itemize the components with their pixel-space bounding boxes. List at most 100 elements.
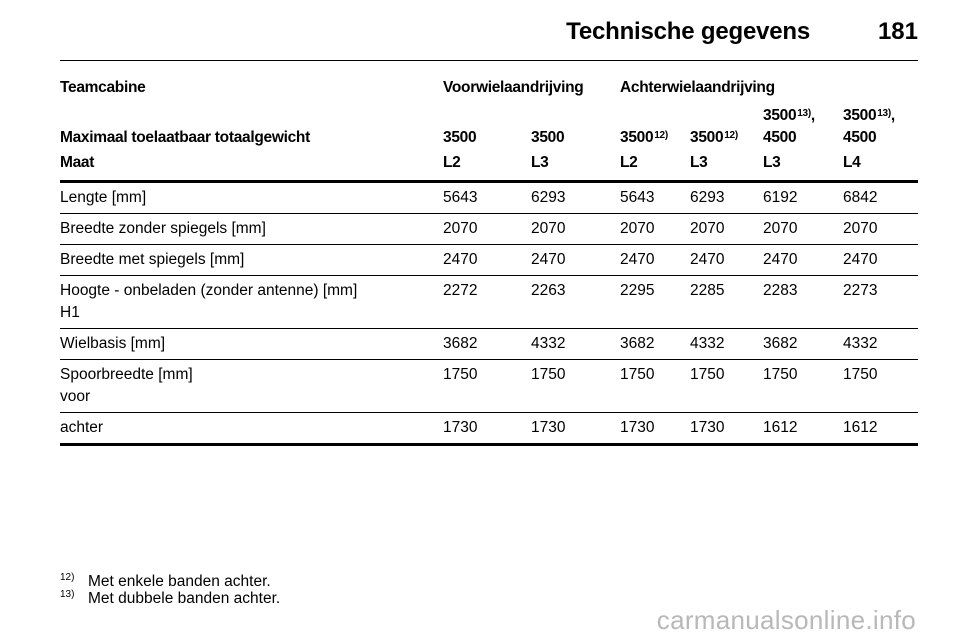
weight-value-line: 350012) (690, 127, 763, 149)
weight-separator: , (810, 107, 815, 124)
footnotes: 12) Met enkele banden achter. 13) Met dubbe… (60, 572, 281, 607)
size-value: L2 (443, 149, 531, 183)
row-label: Lengte [mm] (60, 189, 147, 206)
table-cell: 1750 (620, 359, 690, 413)
footnote-number: 13) (60, 589, 75, 600)
row-label: Breedte zonder spiegels [mm] (60, 220, 266, 237)
table-cell: 2273 (843, 275, 919, 329)
size-value: L4 (843, 149, 919, 183)
table-cell: 3682 (620, 328, 690, 360)
weight-value-line: 3500 (531, 127, 620, 149)
watermark: carmanualsonline.info (656, 605, 916, 635)
table-cell: 2470 (531, 244, 620, 276)
table-cell: 2295 (620, 275, 690, 329)
table-cell: 6293 (531, 181, 620, 214)
weight-label: Maximaal toelaatbaar totaalgewicht (60, 129, 310, 146)
table-cell: 1750 (843, 359, 919, 413)
row-label: Spoorbreedte [mm] (60, 366, 193, 383)
table-cell: 2070 (843, 213, 919, 245)
table-cell: 4332 (843, 328, 919, 360)
weight-number: 3500 (531, 129, 565, 146)
row-label-cell: Breedte met spiegels [mm] (60, 244, 443, 276)
table-cell: 6192 (763, 181, 843, 214)
footnote-text: Met enkele banden achter. (88, 573, 271, 590)
weight-value-line: 3500 (443, 127, 531, 149)
table-row: achter 1730 1730 1730 1730 1612 1612 (60, 412, 919, 446)
drive-type-header-row: Teamcabine Voorwielaandrijving Achterwie… (60, 72, 918, 105)
row-sublabel: voor (60, 388, 91, 405)
weight-number: 3500 (763, 107, 797, 124)
weight-value: 350013), 4500 (763, 105, 843, 149)
table-cell: 2285 (690, 275, 763, 329)
weight-header-row: Maximaal toelaatbaar totaalgewicht 3500 3… (60, 105, 918, 149)
table-cell: 5643 (620, 181, 690, 214)
table-cell: 2070 (620, 213, 690, 245)
footnote-ref: 13) (797, 108, 811, 119)
weight-number: 3500 (443, 129, 477, 146)
specs-table-body: Lengte [mm] 5643 6293 5643 6293 6192 6842 Breed… (60, 181, 919, 446)
weight-separator: , (890, 107, 895, 124)
footnote-text: Met dubbele banden achter. (88, 590, 281, 607)
table-cell: 1750 (690, 359, 763, 413)
weight-number: 3500 (843, 107, 877, 124)
table-cell: 1730 (620, 412, 690, 446)
table-cell: 2272 (443, 275, 531, 329)
table-cell: 1750 (763, 359, 843, 413)
table-cell: 2470 (843, 244, 919, 276)
table-cell: 2070 (531, 213, 620, 245)
table-cell: 2070 (443, 213, 531, 245)
table-cell: 2470 (763, 244, 843, 276)
table-cell: 2070 (690, 213, 763, 245)
row-label-cell: Wielbasis [mm] (60, 328, 443, 360)
table-cell: 1750 (443, 359, 531, 413)
weight-value-line1: 350013), (843, 105, 918, 127)
table-cell: 2070 (763, 213, 843, 245)
table-row: Breedte zonder spiegels [mm] 2070 2070 2070… (60, 213, 919, 245)
table-row: Hoogte - onbeladen (zonder antenne) [mm]… (60, 275, 919, 329)
table-cell: 4332 (690, 328, 763, 360)
table-cell: 1730 (690, 412, 763, 446)
row-label-cell: Hoogte - onbeladen (zonder antenne) [mm]… (60, 275, 443, 329)
weight-value: 3500 (531, 105, 620, 149)
table-cell: 3682 (763, 328, 843, 360)
row-label-cell: Lengte [mm] (60, 181, 443, 214)
table-cell: 1612 (763, 412, 843, 446)
row-label: Hoogte - onbeladen (zonder antenne) [mm] (60, 282, 358, 299)
size-value: L3 (763, 149, 843, 183)
table-cell: 1730 (531, 412, 620, 446)
weight-number: 3500 (690, 129, 724, 146)
table-cell: 2470 (690, 244, 763, 276)
row-label-cell: Breedte zonder spiegels [mm] (60, 213, 443, 245)
size-header-row: Maat L2 L3 L2 L3 L3 L4 (60, 149, 919, 183)
rear-wheel-drive-header: Achterwielaandrijving (620, 79, 775, 96)
weight-value-line: 350012) (620, 127, 690, 149)
weight-value: 3500 (443, 105, 531, 149)
weight-value: 350013), 4500 (843, 105, 918, 149)
footnote: 13) Met dubbele banden achter. (60, 589, 281, 607)
row-label-cell: Spoorbreedte [mm] voor (60, 359, 443, 413)
table-cell: 2470 (620, 244, 690, 276)
weight-value: 350012) (690, 105, 763, 149)
size-value: L3 (531, 149, 620, 183)
size-label: Maat (60, 149, 443, 183)
footnote-ref: 13) (877, 108, 891, 119)
table-cell: 6842 (843, 181, 919, 214)
table-cell: 6293 (690, 181, 763, 214)
footnote-ref: 12) (724, 130, 738, 141)
table-cell: 1612 (843, 412, 919, 446)
table-cell: 2283 (763, 275, 843, 329)
front-wheel-drive-header: Voorwielaandrijving (443, 79, 584, 96)
table-row: Wielbasis [mm] 3682 4332 3682 4332 3682 4332 (60, 328, 919, 360)
weight-value-line2: 4500 (843, 129, 877, 146)
cab-type-label: Teamcabine (60, 79, 146, 96)
table-cell: 1730 (443, 412, 531, 446)
row-label: Breedte met spiegels [mm] (60, 251, 245, 268)
page-number: 181 (877, 18, 918, 45)
table-row: Spoorbreedte [mm] voor 1750 1750 1750 1750 175… (60, 359, 919, 413)
table-row: Lengte [mm] 5643 6293 5643 6293 6192 6842 (60, 181, 919, 214)
table-row: Breedte met spiegels [mm] 2470 2470 2470 247… (60, 244, 919, 276)
table-cell: 2263 (531, 275, 620, 329)
table-cell: 1750 (531, 359, 620, 413)
specs-table: Teamcabine Voorwielaandrijving Achterwie… (60, 72, 919, 446)
weight-value: 350012) (620, 105, 690, 149)
